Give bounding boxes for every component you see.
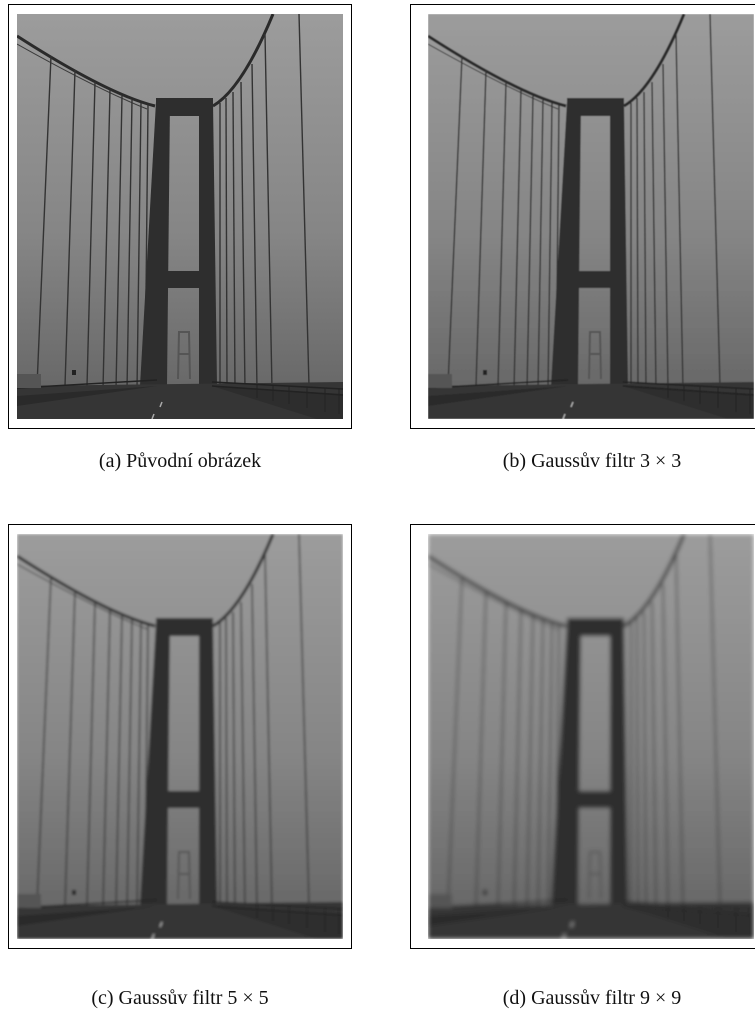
caption: (b) Gaussův filtr 3 × 3 xyxy=(503,450,681,472)
image xyxy=(17,14,343,419)
figure: (a) Původní obrázek (b) Gaussův filtr 3 … xyxy=(0,0,755,1023)
panel-a: (a) Původní obrázek xyxy=(9,5,352,473)
image xyxy=(17,534,343,939)
page: (a) Původní obrázek (b) Gaussův filtr 3 … xyxy=(0,0,755,1023)
caption: (d) Gaussův filtr 9 × 9 xyxy=(503,987,681,1009)
panel-c: (c) Gaussův filtr 5 × 5 xyxy=(9,525,352,1010)
panel-b: (b) Gaussův filtr 3 × 3 xyxy=(411,5,755,473)
caption: (a) Původní obrázek xyxy=(99,450,261,472)
panel-d: (d) Gaussův filtr 9 × 9 xyxy=(411,525,755,1010)
caption: (c) Gaussův filtr 5 × 5 xyxy=(91,987,268,1009)
image xyxy=(428,14,754,419)
image xyxy=(428,534,754,939)
